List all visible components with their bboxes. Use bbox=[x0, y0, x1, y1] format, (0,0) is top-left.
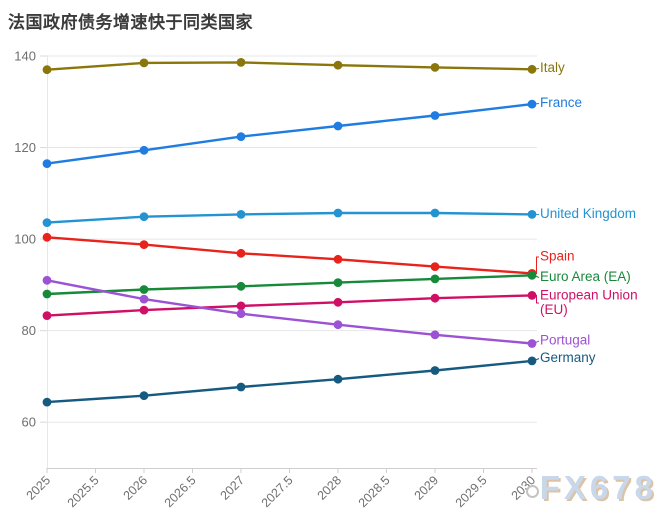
x-tick-label: 2026.5 bbox=[162, 473, 199, 510]
data-point-euro-area-ea[interactable] bbox=[527, 270, 537, 280]
data-point-euro-area-ea[interactable] bbox=[236, 281, 246, 291]
data-point-united-kingdom[interactable] bbox=[236, 210, 246, 219]
data-point-italy[interactable] bbox=[430, 63, 440, 72]
series-label-portugal: Portugal bbox=[540, 333, 590, 348]
chart-title: 法国政府债务增速快于同类国家 bbox=[8, 13, 253, 32]
x-tick-label: 2029 bbox=[412, 473, 442, 503]
x-tick-label: 2027.5 bbox=[259, 473, 296, 510]
data-point-portugal[interactable] bbox=[236, 309, 246, 319]
data-point-france[interactable] bbox=[236, 132, 246, 142]
series-label-spain: Spain bbox=[540, 249, 575, 264]
label-leader-euro-area-ea bbox=[533, 274, 540, 278]
data-point-european-union-eu[interactable] bbox=[333, 297, 343, 307]
y-tick-label: 80 bbox=[22, 323, 36, 338]
data-point-france[interactable] bbox=[42, 159, 52, 169]
label-leader-italy bbox=[533, 68, 540, 70]
data-point-euro-area-ea[interactable] bbox=[333, 278, 343, 287]
series-line-germany bbox=[45, 359, 534, 404]
data-point-portugal[interactable] bbox=[527, 339, 537, 348]
data-point-spain[interactable] bbox=[236, 248, 246, 258]
data-point-united-kingdom[interactable] bbox=[430, 208, 440, 218]
label-leader-european-union-eu bbox=[533, 294, 539, 304]
series-label-france: France bbox=[540, 95, 582, 110]
series-line-france bbox=[45, 102, 534, 165]
data-point-euro-area-ea[interactable] bbox=[139, 285, 149, 294]
series-label-european-union-eu: European Union bbox=[540, 287, 638, 302]
y-tick-label: 100 bbox=[14, 232, 36, 247]
series-label-italy: Italy bbox=[540, 60, 565, 75]
data-point-portugal[interactable] bbox=[333, 320, 343, 330]
data-point-italy[interactable] bbox=[42, 65, 52, 75]
data-point-germany[interactable] bbox=[236, 382, 246, 392]
data-point-italy[interactable] bbox=[139, 58, 149, 68]
data-point-italy[interactable] bbox=[236, 58, 246, 67]
x-tick-label: 2027 bbox=[218, 473, 248, 503]
data-point-united-kingdom[interactable] bbox=[333, 208, 343, 218]
data-point-germany[interactable] bbox=[527, 356, 537, 366]
series-line-european-union-eu bbox=[45, 294, 534, 317]
y-tick-label: 120 bbox=[14, 140, 36, 155]
label-leader-portugal bbox=[533, 340, 540, 344]
data-point-portugal[interactable] bbox=[430, 330, 440, 340]
label-leader-france bbox=[533, 103, 540, 105]
data-point-spain[interactable] bbox=[42, 232, 52, 242]
series-label-germany: Germany bbox=[540, 350, 596, 365]
data-point-portugal[interactable] bbox=[139, 294, 149, 304]
data-point-france[interactable] bbox=[139, 145, 149, 155]
data-point-germany[interactable] bbox=[430, 366, 440, 375]
x-tick-label: 2025 bbox=[24, 473, 54, 503]
series-label-euro-area-ea: Euro Area (EA) bbox=[540, 269, 631, 284]
watermark-ring-icon bbox=[525, 485, 539, 498]
data-point-united-kingdom[interactable] bbox=[527, 210, 537, 219]
x-tick-label: 2029.5 bbox=[453, 473, 490, 510]
x-tick-label: 2025.5 bbox=[65, 473, 102, 510]
series-line-spain bbox=[45, 236, 534, 275]
data-point-portugal[interactable] bbox=[42, 275, 52, 285]
data-point-germany[interactable] bbox=[333, 374, 343, 384]
data-point-germany[interactable] bbox=[139, 391, 149, 401]
series-line-united-kingdom bbox=[45, 211, 534, 224]
data-point-spain[interactable] bbox=[333, 254, 343, 264]
data-point-spain[interactable] bbox=[430, 262, 440, 271]
data-point-united-kingdom[interactable] bbox=[139, 212, 149, 222]
data-point-european-union-eu[interactable] bbox=[527, 291, 537, 300]
series-label-united-kingdom: United Kingdom bbox=[540, 206, 636, 221]
series-line-portugal bbox=[45, 279, 534, 345]
series-label-european-union-eu: (EU) bbox=[540, 302, 568, 317]
watermark: FX678 bbox=[525, 469, 657, 506]
data-point-italy[interactable] bbox=[333, 60, 343, 70]
watermark-text: FX678 bbox=[539, 469, 657, 506]
data-point-euro-area-ea[interactable] bbox=[42, 289, 52, 299]
y-tick-label: 140 bbox=[14, 49, 36, 64]
data-point-euro-area-ea[interactable] bbox=[430, 274, 440, 284]
data-point-germany[interactable] bbox=[42, 397, 52, 407]
series-line-euro-area-ea bbox=[45, 274, 534, 296]
x-tick-label: 2028 bbox=[315, 473, 345, 503]
x-tick-label: 2026 bbox=[121, 473, 151, 503]
x-tick-label: 2028.5 bbox=[356, 473, 393, 510]
series-line-italy bbox=[45, 61, 534, 71]
data-point-france[interactable] bbox=[333, 121, 343, 131]
data-point-france[interactable] bbox=[430, 111, 440, 120]
data-point-european-union-eu[interactable] bbox=[430, 293, 440, 303]
data-point-united-kingdom[interactable] bbox=[42, 218, 52, 228]
label-leader-germany bbox=[533, 358, 540, 362]
data-point-european-union-eu[interactable] bbox=[236, 301, 246, 311]
data-point-france[interactable] bbox=[527, 99, 537, 109]
data-point-european-union-eu[interactable] bbox=[42, 311, 52, 320]
y-tick-label: 60 bbox=[22, 415, 36, 430]
data-point-spain[interactable] bbox=[139, 240, 149, 250]
data-point-italy[interactable] bbox=[527, 64, 537, 74]
data-point-european-union-eu[interactable] bbox=[139, 305, 149, 315]
